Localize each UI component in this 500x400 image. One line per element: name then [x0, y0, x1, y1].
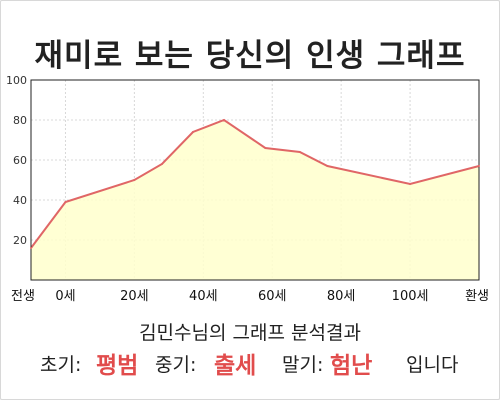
analysis-result-line: 초기: 평범 중기: 출세 말기: 험난 입니다	[0, 344, 500, 384]
late-result: 험난	[330, 353, 373, 379]
x-tick-label: 20세	[120, 289, 149, 304]
x-tick-label: 0세	[55, 289, 75, 304]
x-tick-label: 80세	[327, 289, 356, 304]
result-suffix: 입니다	[406, 354, 459, 376]
data-point	[191, 131, 194, 133]
data-point	[326, 165, 329, 167]
chart-plot-frame	[30, 79, 480, 281]
data-point	[409, 183, 412, 185]
y-tick-label: 60	[13, 154, 27, 167]
data-point	[160, 163, 163, 165]
data-point	[222, 119, 225, 121]
analysis-summary: 김민수님의 그래프 분석결과	[139, 322, 361, 344]
x-tick-label: 전생	[11, 289, 35, 304]
x-tick-label: 60세	[258, 289, 287, 304]
mid-label: 중기:	[155, 354, 197, 376]
y-axis-ticks: 20 40 60 80 100	[6, 74, 27, 247]
y-tick-label: 100	[6, 74, 27, 87]
data-point	[478, 165, 480, 167]
early-result: 평범	[96, 353, 139, 379]
late-label: 말기:	[282, 354, 324, 376]
data-point	[264, 147, 267, 149]
data-point	[298, 151, 301, 153]
data-point	[30, 247, 32, 249]
mid-result: 출세	[214, 353, 257, 379]
data-point	[133, 179, 136, 181]
x-tick-label: 환생	[465, 289, 489, 304]
data-point	[64, 201, 67, 203]
y-tick-label: 80	[13, 114, 27, 127]
y-tick-label: 20	[13, 234, 27, 247]
x-axis-ticks: 전생 0세 20세 40세 60세 80세 100세 환생	[11, 289, 489, 304]
early-label: 초기:	[40, 354, 82, 376]
x-tick-label: 40세	[189, 289, 218, 304]
chart-area-fill	[31, 120, 479, 280]
x-tick-label: 100세	[392, 289, 429, 304]
y-tick-label: 40	[13, 194, 27, 207]
page-title: 재미로 보는 당신의 인생 그래프	[34, 38, 466, 74]
